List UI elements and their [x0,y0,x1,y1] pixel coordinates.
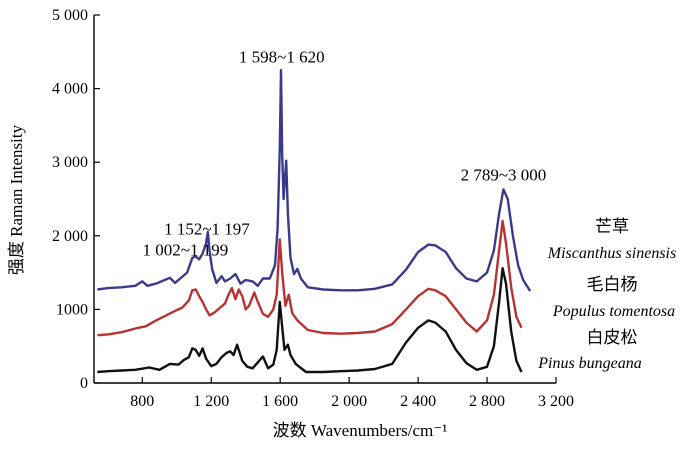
y-tick-label: 2 000 [52,228,88,245]
y-tick-label: 3 000 [52,154,88,171]
x-tick-label: 2 400 [400,393,436,410]
series-label-latin: Populus tomentosa [552,303,675,320]
series-line-1 [97,219,523,337]
axes: 0 1000 2 000 3 000 4 000 5 000 800 1 200 1 600 2 … [52,7,574,410]
x-tick-label: 1 200 [193,393,229,410]
y-tick-label: 5 000 [52,7,88,24]
y-tick-label: 0 [80,375,88,392]
x-tick-label: 800 [130,393,154,410]
series-label-latin: Miscanthus sinensis [547,245,676,262]
series-label-cn: 毛白杨 [587,275,638,295]
x-axis-title: 波数 Wavenumbers/cm⁻¹ [273,421,448,440]
y-tick-label: 1000 [56,301,88,318]
series-line-2 [97,267,523,374]
series-label-cn: 芒草 [595,217,629,237]
peak-annotation: 2 789~3 000 [461,165,547,184]
peak-annotation: 1 002~1 199 [143,240,229,259]
series-lines [97,69,532,374]
x-tick-label: 2 000 [331,393,367,410]
y-axis-title: 强度 Raman Intensity [7,124,26,275]
series-label-cn: 白皮松 [587,328,638,348]
x-tick-label: 2 800 [469,393,505,410]
peak-annotation: 1 598~1 620 [239,48,325,67]
series-line-0 [97,69,532,292]
y-tick-label: 4 000 [52,81,88,98]
x-tick-label: 1 600 [262,393,298,410]
series-labels: 芒草 Miscanthus sinensis 毛白杨 Populus tomentos… [537,217,676,372]
peak-annotation: 1 152~1 197 [164,220,250,239]
x-tick-label: 3 200 [538,393,574,410]
series-label-latin: Pinus bungeana [537,355,642,372]
